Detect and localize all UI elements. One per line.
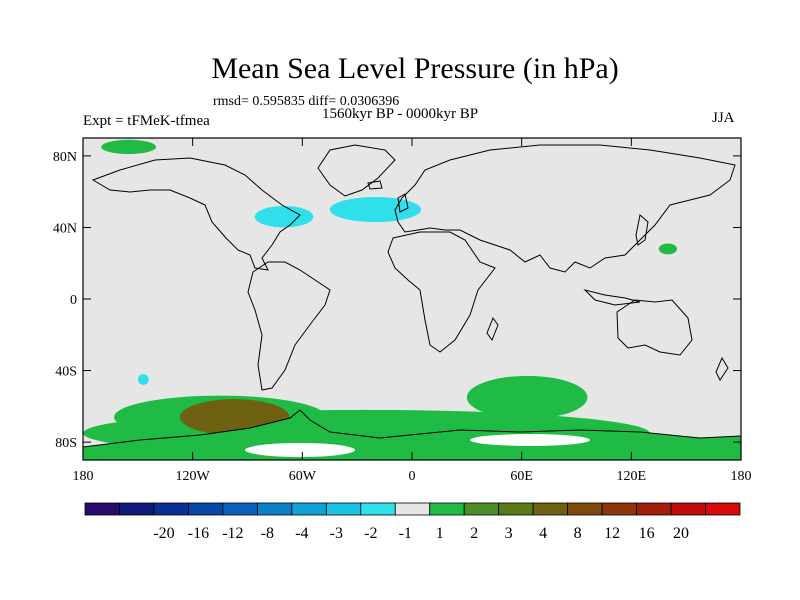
coastlines <box>82 144 742 448</box>
experiment-label: Expt = tFMeK-tfmea <box>83 113 210 129</box>
region-north-atlantic-low <box>329 197 422 223</box>
colorbar-swatch <box>670 502 706 516</box>
colorbar-swatch <box>463 502 500 516</box>
coast-south-america <box>247 261 331 391</box>
x-tick-labels: 180 120W 60W 0 60E 120E 180 <box>73 469 752 484</box>
y-tick-label: 0 <box>70 293 77 308</box>
colorbar-label: 4 <box>539 525 547 542</box>
colorbar-swatch <box>360 502 396 516</box>
coast-australia <box>616 299 693 356</box>
coast-british-isles <box>397 193 409 213</box>
anomaly-regions <box>83 139 741 460</box>
colorbar-swatch <box>394 502 431 516</box>
colorbar-swatch <box>222 502 258 516</box>
season-label: JJA <box>712 110 735 126</box>
colorbar-label: -16 <box>188 525 209 542</box>
colorbar-label: -12 <box>222 525 243 542</box>
y-tick-label: 80S <box>55 436 77 451</box>
colorbar-label: -2 <box>364 525 377 542</box>
colorbar-label: 20 <box>673 525 689 542</box>
y-tick-label: 80N <box>53 150 77 165</box>
colorbar-swatch <box>119 502 155 516</box>
coast-antarctica <box>82 409 742 448</box>
colorbar-swatch <box>291 502 327 516</box>
region-south-pacific-low <box>137 374 149 385</box>
colorbar-swatch <box>153 502 189 516</box>
colorbar-swatch <box>498 502 534 516</box>
colorbar-swatch <box>705 502 741 516</box>
region-no-data-ross <box>245 443 355 457</box>
colorbar-label: -4 <box>295 525 308 542</box>
x-tick-label: 180 <box>731 469 752 484</box>
colorbar-swatch <box>188 502 224 516</box>
x-tick-label: 60E <box>510 469 533 484</box>
colorbar-label: 2 <box>470 525 478 542</box>
colorbar-label: 12 <box>604 525 620 542</box>
period-text: 1560kyr BP - 0000kyr BP <box>322 106 479 122</box>
region-arctic-high <box>101 139 157 155</box>
colorbar-swatch <box>636 502 672 516</box>
y-tick-labels: 80N 40N 0 40S 80S <box>53 150 77 451</box>
x-tick-label: 120E <box>617 469 647 484</box>
x-tick-label: 120W <box>176 469 211 484</box>
colorbar-label: 3 <box>505 525 513 542</box>
colorbar-swatch <box>532 502 569 516</box>
colorbar-label: 16 <box>639 525 655 542</box>
colorbar-swatch <box>601 502 637 516</box>
colorbar-label: -3 <box>330 525 343 542</box>
stats-text: rmsd= 0.595835 diff= 0.0306396 <box>213 94 400 109</box>
axis-ticks <box>82 138 742 460</box>
region-no-data-east <box>470 434 590 446</box>
region-north-america-low <box>254 205 314 228</box>
colorbar-labels: -20 -16 -12 -8 -4 -3 -2 -1 1 2 3 4 8 12 16 20 <box>153 525 689 542</box>
coast-greenland <box>317 144 396 197</box>
colorbar-swatch <box>429 502 465 516</box>
coast-indonesia <box>583 289 641 306</box>
coast-iceland <box>367 180 383 190</box>
x-tick-label: 60W <box>289 469 317 484</box>
coast-new-zealand <box>715 356 729 381</box>
region-pacific-high <box>658 243 678 255</box>
colorbar-label: -8 <box>261 525 274 542</box>
region-south-indian-high <box>466 375 588 419</box>
coast-africa <box>387 231 496 353</box>
y-tick-label: 40N <box>53 221 77 236</box>
colorbar-swatch <box>256 502 293 516</box>
coast-madagascar <box>486 316 499 342</box>
coast-eurasia <box>394 144 736 273</box>
x-tick-label: 0 <box>409 469 416 484</box>
y-tick-label: 40S <box>55 365 77 380</box>
colorbar-swatch <box>84 502 120 516</box>
colorbar-label: 1 <box>436 525 444 542</box>
chart-title: Mean Sea Level Pressure (in hPa) <box>211 52 619 85</box>
colorbar-label: -20 <box>153 525 174 542</box>
x-tick-label: 180 <box>73 469 94 484</box>
colorbar <box>84 502 741 516</box>
colorbar-label: -1 <box>399 525 412 542</box>
colorbar-swatch <box>325 502 362 516</box>
colorbar-label: 8 <box>574 525 582 542</box>
colorbar-swatch <box>567 502 603 516</box>
coast-japan <box>635 214 649 246</box>
